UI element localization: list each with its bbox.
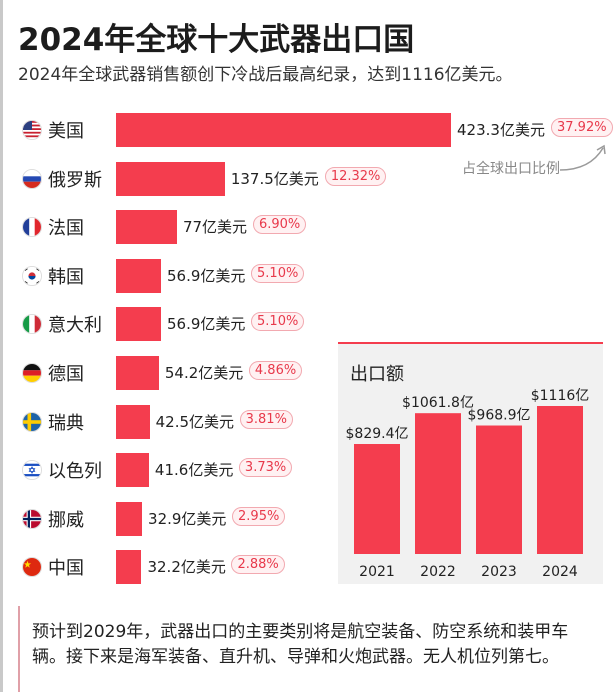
year-value-label: $1116亿 <box>531 388 590 404</box>
bar-value-label: 32.2亿美元 <box>147 558 226 577</box>
share-badge: 3.73% <box>238 458 293 478</box>
norway-flag-icon <box>22 508 42 529</box>
country-label: 美国 <box>48 121 84 142</box>
korea-flag-icon <box>22 265 42 286</box>
bar-value-label: 56.9亿美元 <box>167 266 246 285</box>
export-volume-panel: $829.4亿 2021 $1061.8亿 2022 $968.9亿 2023 $1116亿… <box>338 342 603 584</box>
share-badge: 2.88% <box>231 555 285 575</box>
export-volume-chart: $829.4亿 2021 $1061.8亿 2022 $968.9亿 2023 $1116亿… <box>346 388 590 580</box>
country-label: 法国 <box>48 218 84 240</box>
year-bar <box>415 413 461 554</box>
year-value-label: $968.9亿 <box>468 408 531 424</box>
country-label: 德国 <box>48 364 84 385</box>
bar-value-label: 54.2亿美元 <box>164 364 244 382</box>
export-bar <box>116 404 150 439</box>
country-label: 瑞典 <box>48 412 84 434</box>
germany-flag-icon <box>22 363 42 383</box>
country-label: 以色列 <box>48 461 102 483</box>
country-label: 韩国 <box>48 266 84 288</box>
year-tick-label: 2024 <box>542 564 578 580</box>
share-badge: 12.32% <box>324 166 387 186</box>
share-badge: 5.10% <box>251 263 305 283</box>
export-bar <box>116 501 143 536</box>
year-bar <box>354 444 400 554</box>
export-bar <box>116 550 142 585</box>
china-flag-icon <box>22 557 42 578</box>
export-bar <box>116 307 162 342</box>
bar-value-label: 56.9亿美元 <box>167 315 246 334</box>
footer-note: 预计到2029年，武器出口的主要类别将是航空装备、防空系统和装甲车辆。接下来是海… <box>32 622 569 667</box>
export-bar <box>116 210 177 245</box>
year-tick-label: 2022 <box>420 564 456 580</box>
bar-value-label: 32.9亿美元 <box>148 509 227 528</box>
country-row: 韩国 56.9亿美元 5.10% <box>0 256 615 296</box>
export-bar <box>116 453 149 488</box>
russia-flag-icon <box>22 168 42 189</box>
country-bar-chart: 美国 423.3亿美元 37.92% 俄罗斯 137.5亿美元 12.32% 法国 77亿美元… <box>0 100 615 600</box>
france-flag-icon <box>22 217 42 238</box>
share-badge: 5.10% <box>251 312 305 332</box>
curved-arrow-icon <box>559 144 606 171</box>
country-row: 德国 54.2亿美元 4.86% <box>0 353 615 393</box>
italy-flag-icon <box>22 314 42 335</box>
page-title: 2024年全球十大武器出口国 <box>18 22 415 58</box>
country-row: 瑞典 42.5亿美元 3.81% <box>0 402 615 442</box>
country-label: 中国 <box>48 558 84 580</box>
year-tick-label: 2021 <box>359 564 395 580</box>
export-bar <box>116 258 162 293</box>
country-row: 以色列 41.6亿美元 3.73% <box>0 450 615 490</box>
share-badge: 4.86% <box>248 361 303 380</box>
country-row: 意大利 56.9亿美元 5.10% <box>0 304 615 344</box>
bar-value-label: 137.5亿美元 <box>230 169 319 188</box>
share-badge: 2.95% <box>232 506 286 526</box>
bar-value-label: 77亿美元 <box>182 218 248 237</box>
sweden-flag-icon <box>22 411 42 432</box>
page-subtitle: 2024年全球武器销售额创下冷战后最高纪录，达到1116亿美元。 <box>18 65 513 85</box>
share-badge: 6.90% <box>252 215 307 235</box>
inset-chart-title: 出口额 <box>350 364 404 385</box>
footer-rule <box>18 606 20 692</box>
country-label: 意大利 <box>48 315 102 337</box>
year-tick-label: 2023 <box>481 564 517 580</box>
year-bar <box>476 425 522 554</box>
year-value-label: $1061.8亿 <box>402 395 474 411</box>
export-bar <box>116 161 225 196</box>
export-bar <box>116 356 159 390</box>
year-bar <box>537 406 583 554</box>
bar-value-label: 42.5亿美元 <box>155 412 235 431</box>
country-row: 法国 77亿美元 6.90% <box>0 207 615 247</box>
share-badge: 37.92% <box>551 118 613 137</box>
share-badge: 3.81% <box>239 409 293 429</box>
export-bar <box>116 113 451 147</box>
left-accent-rule <box>0 0 3 692</box>
country-row: 美国 423.3亿美元 37.92% <box>0 110 615 150</box>
country-row: 挪威 32.9亿美元 2.95% <box>0 499 615 539</box>
country-label: 俄罗斯 <box>48 169 102 191</box>
country-row: 中国 32.2亿美元 2.88% <box>0 547 615 587</box>
country-label: 挪威 <box>48 509 84 531</box>
bar-value-label: 423.3亿美元 <box>457 121 545 139</box>
year-value-label: $829.4亿 <box>346 426 409 442</box>
bar-value-label: 41.6亿美元 <box>154 461 234 480</box>
us-flag-icon <box>22 120 42 140</box>
share-annotation: 占全球出口比例 <box>462 161 560 177</box>
country-row: 俄罗斯 137.5亿美元 12.32% <box>0 159 615 199</box>
israel-flag-icon <box>22 460 42 481</box>
